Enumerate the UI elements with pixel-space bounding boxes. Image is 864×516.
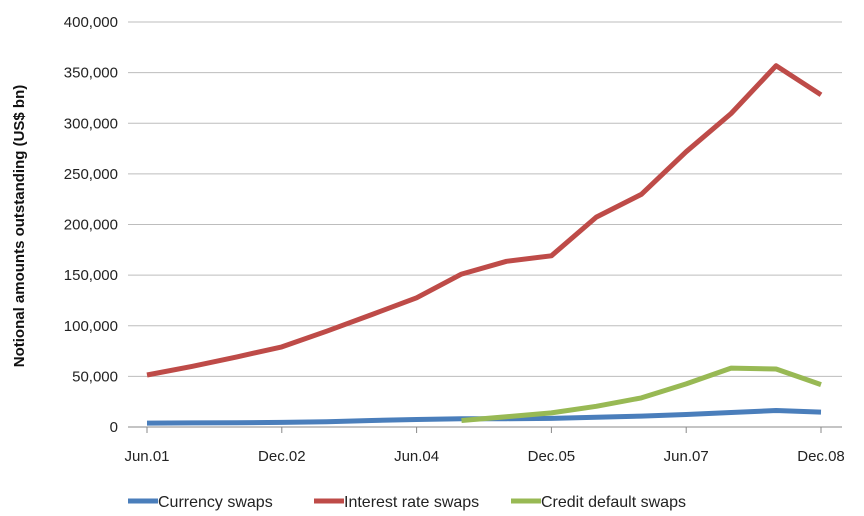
y-tick-label: 300,000 bbox=[64, 115, 118, 132]
legend: Currency swaps Interest rate swaps Credit … bbox=[128, 494, 686, 511]
y-tick-label: 250,000 bbox=[64, 166, 118, 183]
y-tick-label: 400,000 bbox=[64, 14, 118, 31]
x-tick-label: Dec.02 bbox=[258, 448, 306, 465]
x-axis-ticks: Jun.01 Dec.02 Jun.04 Dec.05 Jun.07 Dec.08 bbox=[124, 427, 845, 465]
legend-label: Credit default swaps bbox=[541, 494, 686, 511]
y-tick-label: 200,000 bbox=[64, 217, 118, 234]
y-tick-label: 50,000 bbox=[72, 368, 118, 385]
y-axis-label: Notional amounts outstanding (US$ bn) bbox=[11, 85, 28, 367]
y-tick-label: 150,000 bbox=[64, 267, 118, 284]
series-line-2 bbox=[461, 365, 822, 423]
legend-label: Interest rate swaps bbox=[344, 494, 479, 511]
x-tick-label: Jun.04 bbox=[394, 448, 439, 465]
x-tick-label: Jun.01 bbox=[124, 448, 169, 465]
y-axis-ticks: 0 50,000 100,000 150,000 200,000 250,000 300,0… bbox=[64, 14, 118, 436]
series-lines bbox=[146, 63, 823, 426]
gridlines bbox=[128, 21, 842, 377]
series-line-1 bbox=[146, 63, 823, 378]
x-tick-label: Jun.07 bbox=[664, 448, 709, 465]
legend-label: Currency swaps bbox=[158, 494, 273, 511]
y-tick-label: 0 bbox=[110, 419, 118, 436]
x-tick-label: Dec.08 bbox=[797, 448, 845, 465]
x-tick-label: Dec.05 bbox=[528, 448, 576, 465]
y-tick-label: 100,000 bbox=[64, 318, 118, 335]
y-tick-label: 350,000 bbox=[64, 65, 118, 82]
